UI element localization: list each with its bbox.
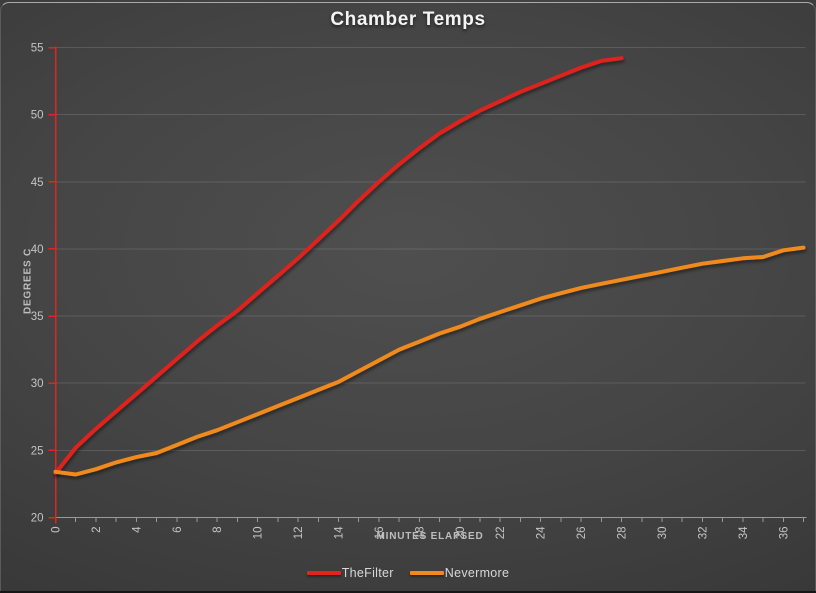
- x-tick-label: 18: [414, 527, 426, 540]
- x-tick-label: 30: [657, 527, 669, 540]
- x-tick-label: 12: [293, 527, 305, 540]
- y-tick-label: 45: [31, 177, 44, 189]
- x-tick-label: 4: [131, 526, 143, 533]
- legend-swatch-nevermore: [409, 571, 444, 575]
- x-tick-label: 14: [334, 526, 346, 539]
- y-axis-title: DEGREES C: [22, 247, 34, 315]
- legend: TheFilter Nevermore: [0, 566, 816, 580]
- x-tick-label: 34: [738, 526, 750, 539]
- slide-bottom-edge: [0, 591, 816, 593]
- x-tick-label: 8: [212, 527, 224, 533]
- x-tick-label: 20: [455, 527, 467, 540]
- y-tick-label: 40: [31, 244, 44, 256]
- legend-swatch-thefilter: [306, 571, 341, 575]
- legend-label: TheFilter: [341, 566, 394, 580]
- x-tick-label: 32: [697, 527, 709, 540]
- x-tick-label: 26: [576, 527, 588, 540]
- y-tick-label: 30: [31, 378, 44, 390]
- y-tick-label: 35: [31, 311, 44, 323]
- y-tick-label: 25: [31, 445, 44, 457]
- series-line-nevermore: [53, 245, 806, 477]
- x-tick-label: 36: [778, 527, 790, 540]
- legend-item-nevermore: Nevermore: [409, 566, 510, 580]
- x-tick-label: 16: [374, 527, 386, 540]
- x-tick-label: 10: [253, 527, 265, 540]
- series-line-thefilter: [53, 56, 624, 476]
- legend-item-thefilter: TheFilter: [306, 566, 394, 580]
- x-tick-label: 2: [91, 527, 103, 533]
- x-axis-title: MINUTES ELAPSED: [376, 531, 484, 542]
- x-tick-label: 28: [617, 527, 629, 540]
- y-tick-label: 20: [31, 513, 44, 525]
- x-tick-label: 22: [495, 527, 507, 540]
- legend-label: Nevermore: [444, 566, 510, 580]
- x-tick-label: 24: [536, 526, 548, 539]
- x-tick-label: 6: [172, 527, 184, 533]
- y-tick-label: 55: [31, 43, 44, 55]
- chart-title: Chamber Temps: [330, 9, 486, 30]
- x-tick-label: 0: [51, 527, 63, 533]
- y-tick-label: 50: [31, 110, 44, 122]
